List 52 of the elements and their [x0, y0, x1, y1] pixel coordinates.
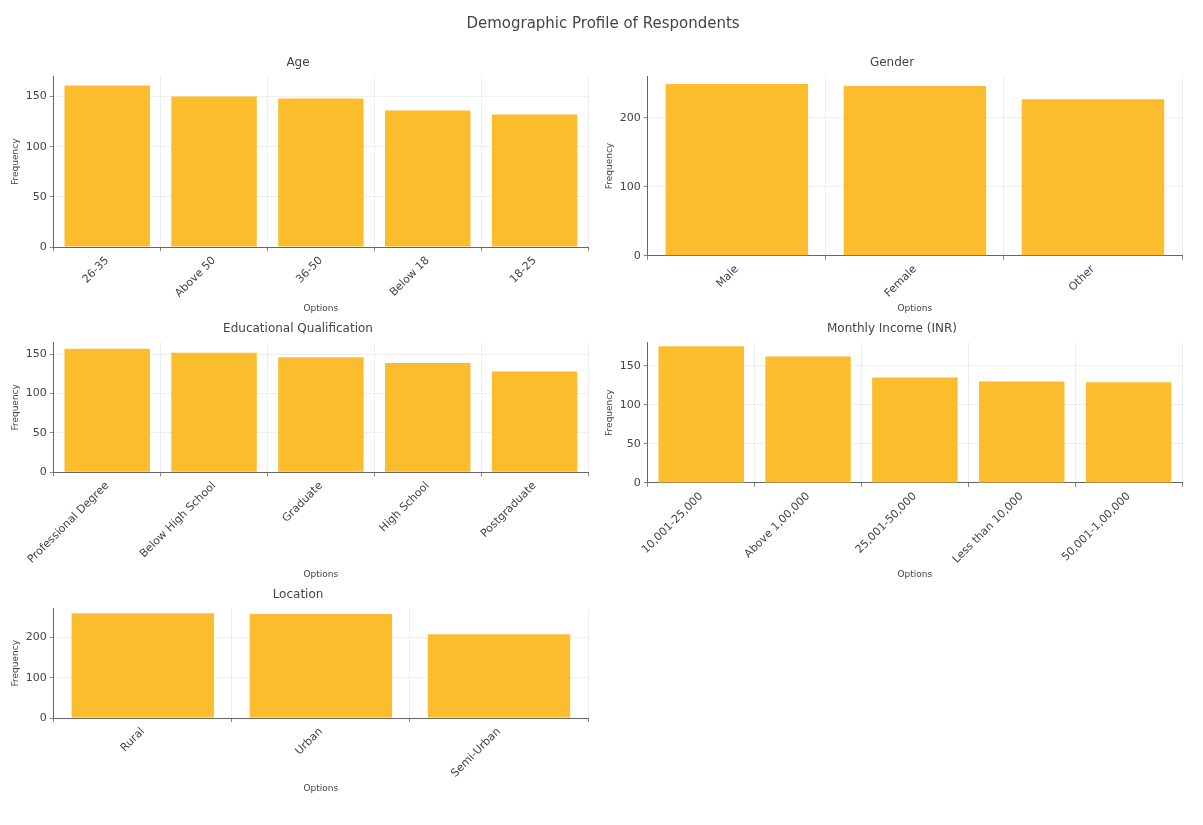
- bar: [249, 614, 393, 718]
- y-tick-label: 50: [32, 189, 47, 203]
- y-axis-title: Frequency: [603, 142, 614, 190]
- y-tick-label: 0: [39, 239, 47, 253]
- bar: [1085, 382, 1172, 483]
- x-axis-title: Options: [897, 302, 933, 313]
- x-axis-title: Options: [303, 782, 339, 793]
- bar: [278, 357, 364, 472]
- y-tick-label: 150: [619, 358, 641, 372]
- text: Demographic Profile of Respondents: [465, 13, 741, 34]
- y-tick-label: 50: [32, 425, 47, 439]
- y-tick-label: 50: [626, 436, 641, 450]
- x-axis-title: Options: [303, 568, 339, 579]
- chart-title: Gender: [869, 55, 915, 70]
- bar: [278, 98, 364, 247]
- y-axis-title: Frequency: [9, 383, 20, 431]
- bar: [979, 381, 1065, 483]
- y-tick-label: 150: [25, 89, 47, 103]
- y-tick-label: 0: [39, 710, 47, 724]
- bar: [658, 346, 744, 483]
- y-tick-label: 100: [25, 670, 47, 684]
- bar: [872, 377, 958, 483]
- chart-title: Educational Qualification: [223, 321, 373, 336]
- y-tick-label: 100: [25, 386, 47, 400]
- bar: [64, 85, 150, 247]
- bar: [385, 362, 471, 472]
- chart-title: Age: [286, 55, 310, 70]
- y-axis-title: Frequency: [9, 639, 20, 687]
- y-tick-label: 0: [633, 475, 641, 489]
- bar: [491, 371, 578, 472]
- y-tick-label: 200: [619, 110, 641, 124]
- y-tick-label: 0: [633, 248, 641, 262]
- y-tick-label: 100: [619, 397, 641, 411]
- bar: [171, 96, 257, 247]
- chart-title: Monthly Income (INR): [826, 321, 958, 336]
- chart-title: Location: [272, 587, 324, 602]
- bar: [171, 352, 257, 472]
- bar: [385, 110, 471, 247]
- bar: [64, 348, 150, 472]
- y-tick-label: 200: [25, 630, 47, 644]
- bar: [427, 634, 571, 718]
- x-axis-title: Options: [303, 302, 339, 313]
- y-axis-title: Frequency: [9, 137, 20, 185]
- y-axis-title: Frequency: [603, 388, 614, 436]
- x-axis-title: Options: [897, 568, 933, 579]
- y-tick-label: 150: [25, 347, 47, 361]
- bar: [765, 356, 851, 483]
- y-tick-label: 100: [619, 179, 641, 193]
- y-tick-label: 0: [39, 465, 47, 479]
- y-tick-label: 100: [25, 139, 47, 153]
- bar: [491, 114, 578, 247]
- bar: [71, 613, 215, 718]
